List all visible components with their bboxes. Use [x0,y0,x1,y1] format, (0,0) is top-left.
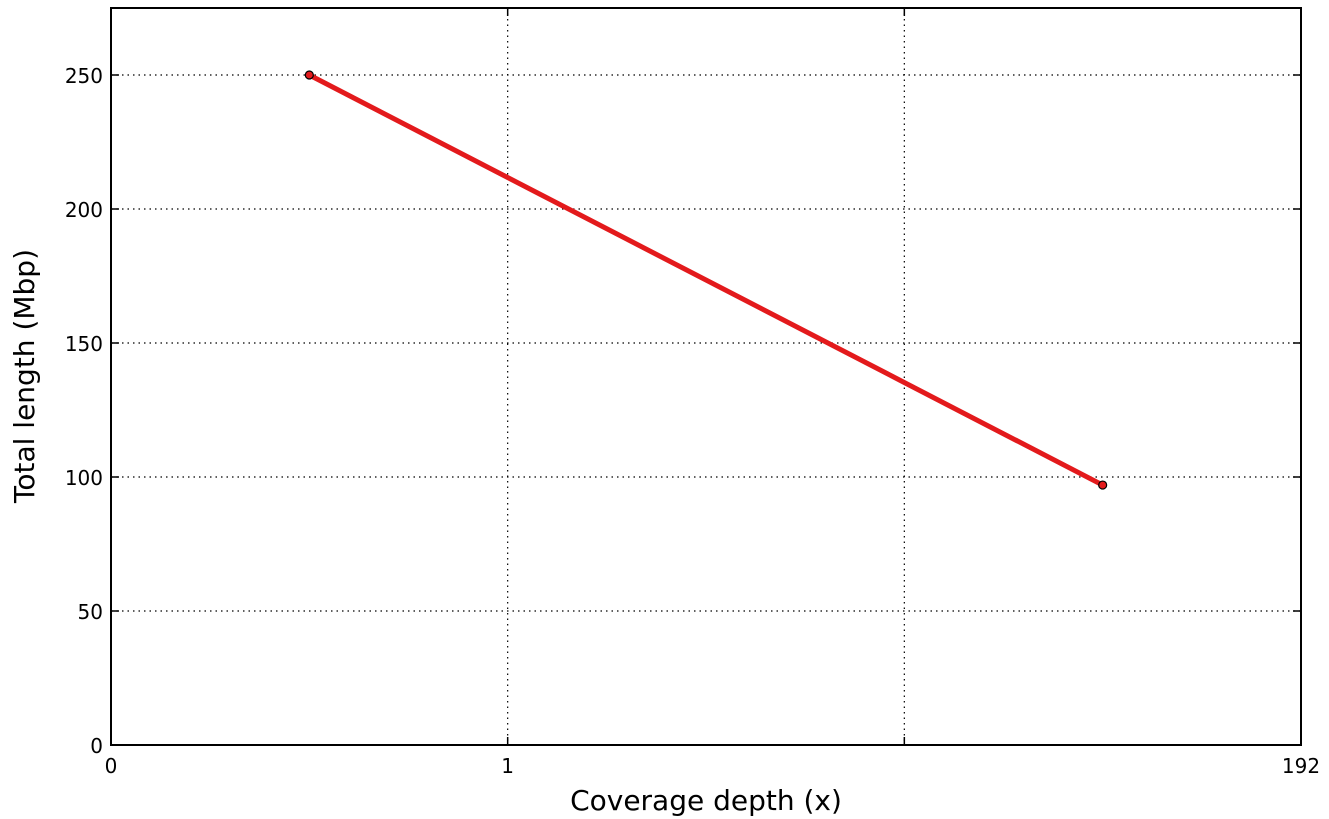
x-tick-label: 192 [1282,754,1320,778]
plot-frame [110,7,1302,746]
data-point [304,70,314,80]
x-tick-label: 0 [105,754,118,778]
y-tick-label: 100 [65,466,103,490]
y-tick-label: 50 [78,600,103,624]
y-tick-label: 250 [65,64,103,88]
series-layer [304,70,1108,490]
y-tick-label: 150 [65,332,103,356]
data-point [1098,480,1108,490]
ticks: 0 50 100 150 200 250 0 1 192 [65,8,1320,778]
y-axis-label: Total length (Mbp) [8,249,41,504]
series-line [308,72,1104,488]
y-tick-label: 0 [90,734,103,758]
x-axis-label: Coverage depth (x) [570,784,842,817]
grid-lines [111,8,1301,745]
y-tick-label: 200 [65,198,103,222]
x-tick-label: 1 [501,754,514,778]
